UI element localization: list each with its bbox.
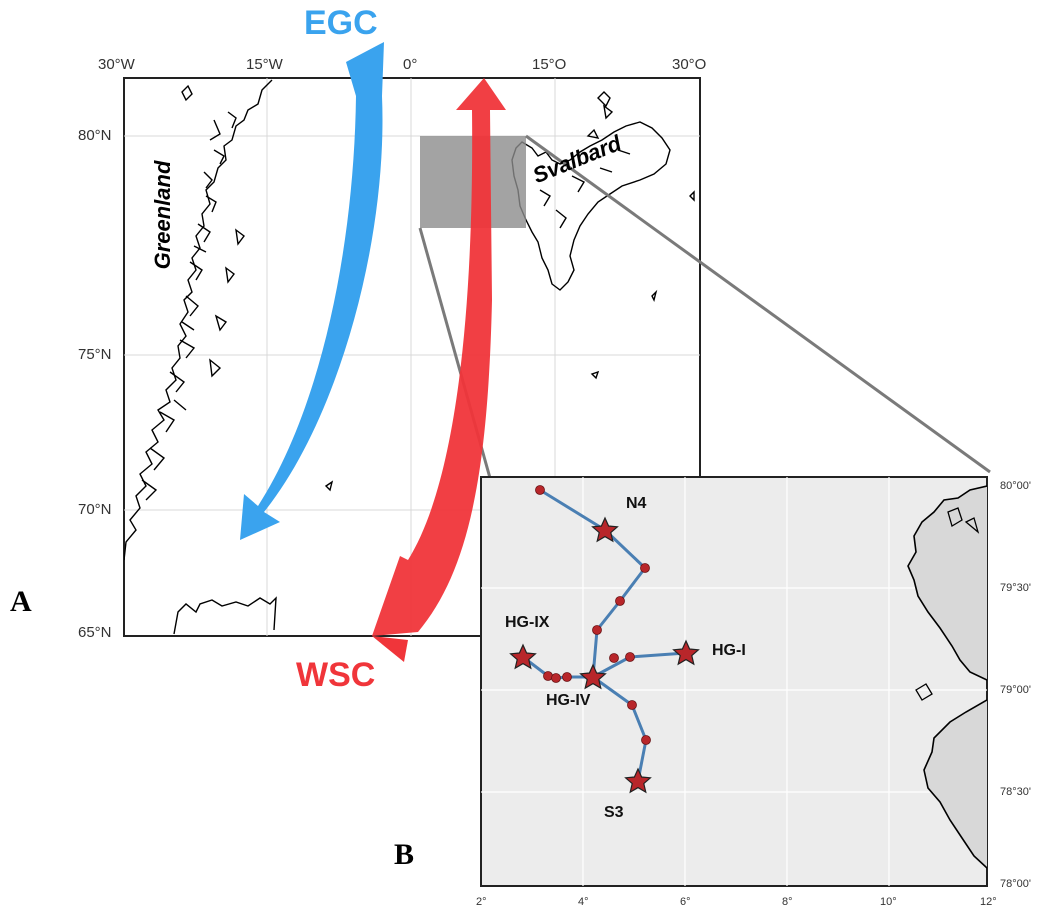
b-lat-tick-80: 80°00' xyxy=(1000,480,1031,492)
lat-tick-65n: 65°N xyxy=(78,624,112,641)
b-lon-tick-4: 4° xyxy=(578,896,589,908)
b-lat-tick-7930: 79°30' xyxy=(1000,582,1031,594)
b-lon-tick-8: 8° xyxy=(782,896,793,908)
b-lon-tick-2: 2° xyxy=(476,896,487,908)
b-lon-tick-12: 12° xyxy=(980,896,997,908)
lon-tick-15w: 15°W xyxy=(246,56,283,73)
lat-tick-80n: 80°N xyxy=(78,127,112,144)
star-n4 xyxy=(591,516,619,543)
b-lat-tick-7830: 78°30' xyxy=(1000,786,1031,798)
panel-b-letter: B xyxy=(394,838,415,871)
panel-b-grid xyxy=(481,477,987,886)
station-label-s3: S3 xyxy=(604,804,624,821)
station-label-n4: N4 xyxy=(626,495,647,512)
wsc-label: WSC xyxy=(296,656,376,694)
lat-tick-75n: 75°N xyxy=(78,346,112,363)
egc-current-arrow xyxy=(240,42,384,540)
lon-tick-30w: 30°W xyxy=(98,56,135,73)
lon-tick-30o: 30°O xyxy=(672,56,707,73)
station-label-hg-ix: HG-IX xyxy=(505,614,550,631)
station-label-hg-i: HG-I xyxy=(712,642,746,659)
lon-tick-15o: 15°O xyxy=(532,56,567,73)
egc-label: EGC xyxy=(304,4,378,42)
station-dots xyxy=(535,485,651,745)
b-lat-tick-78: 78°00' xyxy=(1000,878,1031,890)
b-lon-tick-6: 6° xyxy=(680,896,691,908)
wsc-current-arrow xyxy=(372,78,506,662)
b-lat-tick-79: 79°00' xyxy=(1000,684,1031,696)
star-hg-i xyxy=(672,639,700,666)
panel-a-letter: A xyxy=(10,585,32,618)
star-hg-ix xyxy=(509,643,537,670)
lat-tick-70n: 70°N xyxy=(78,501,112,518)
star-s3 xyxy=(624,767,652,794)
station-stars xyxy=(509,516,700,794)
star-hg-iv xyxy=(579,663,607,690)
greenland-coastline xyxy=(124,79,334,635)
lon-tick-0: 0° xyxy=(403,56,418,73)
zoom-line-top xyxy=(525,134,991,474)
svalbard-coastline xyxy=(511,91,695,380)
greenland-label: Greenland xyxy=(150,160,175,270)
station-label-hg-iv: HG-IV xyxy=(546,692,591,709)
panel-b-coastline xyxy=(907,485,987,869)
b-lon-tick-10: 10° xyxy=(880,896,897,908)
